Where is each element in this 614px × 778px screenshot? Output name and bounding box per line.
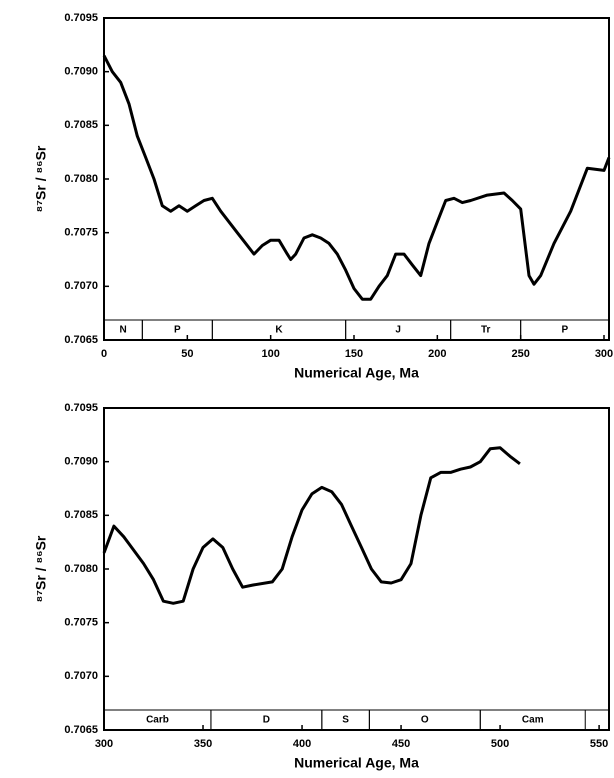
y-tick-label: 0.7085 xyxy=(64,509,98,521)
x-axis-title: Numerical Age, Ma xyxy=(294,755,419,771)
period-label: N xyxy=(120,325,127,336)
y-tick-label: 0.7070 xyxy=(64,670,98,682)
period-label: D xyxy=(263,715,270,726)
y-tick-label: 0.7065 xyxy=(64,334,98,346)
y-axis-title: ⁸⁷Sr / ⁸⁶Sr xyxy=(33,145,49,212)
period-label: P xyxy=(174,325,181,336)
period-label: J xyxy=(395,325,401,336)
x-tick-label: 100 xyxy=(261,348,279,360)
y-tick-label: 0.7080 xyxy=(64,563,98,575)
y-tick-label: 0.7090 xyxy=(64,66,98,78)
y-tick-label: 0.7080 xyxy=(64,173,98,185)
y-tick-label: 0.7095 xyxy=(64,402,98,414)
y-tick-label: 0.7095 xyxy=(64,12,98,24)
period-label: O xyxy=(421,715,429,726)
period-label: Tr xyxy=(481,325,491,336)
period-label: P xyxy=(561,325,568,336)
y-tick-label: 0.7090 xyxy=(64,456,98,468)
period-label: S xyxy=(342,715,349,726)
y-tick-label: 0.7085 xyxy=(64,119,98,131)
sr-curve xyxy=(102,446,521,605)
x-tick-label: 250 xyxy=(511,348,529,360)
x-tick-label: 200 xyxy=(428,348,446,360)
plot-frame xyxy=(103,407,610,731)
sr-curve xyxy=(102,54,611,301)
x-axis-title: Numerical Age, Ma xyxy=(294,365,419,381)
y-tick-label: 0.7075 xyxy=(64,617,98,629)
plot-frame xyxy=(103,17,610,341)
period-label: Cam xyxy=(522,715,544,726)
x-tick-label: 0 xyxy=(101,348,107,360)
x-tick-label: 550 xyxy=(590,738,608,750)
y-tick-label: 0.7075 xyxy=(64,227,98,239)
period-label: K xyxy=(275,325,283,336)
x-tick-label: 150 xyxy=(345,348,363,360)
x-tick-label: 500 xyxy=(491,738,509,750)
y-axis-title: ⁸⁷Sr / ⁸⁶Sr xyxy=(33,535,49,602)
x-tick-label: 50 xyxy=(181,348,193,360)
x-tick-label: 300 xyxy=(595,348,613,360)
x-tick-label: 450 xyxy=(392,738,410,750)
period-label: Carb xyxy=(146,715,169,726)
x-tick-label: 350 xyxy=(194,738,212,750)
x-tick-label: 400 xyxy=(293,738,311,750)
x-tick-label: 300 xyxy=(95,738,113,750)
y-tick-label: 0.7065 xyxy=(64,724,98,736)
y-tick-label: 0.7070 xyxy=(64,280,98,292)
